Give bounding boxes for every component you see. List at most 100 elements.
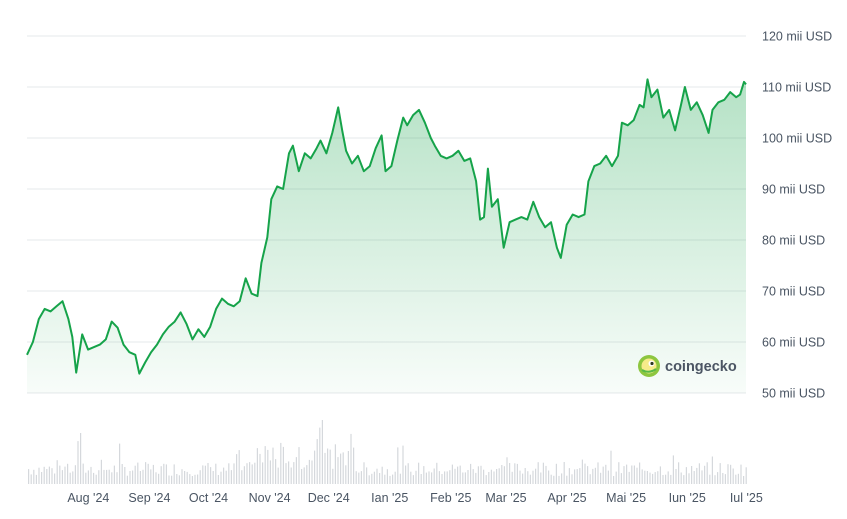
volume-bar xyxy=(106,469,108,484)
x-tick-label: Feb '25 xyxy=(430,491,471,505)
x-tick-label: Iun '25 xyxy=(669,491,706,505)
volume-bar xyxy=(368,475,370,484)
volume-bar xyxy=(607,470,609,484)
volume-bar xyxy=(259,453,261,484)
volume-bar xyxy=(483,469,485,484)
volume-bar xyxy=(207,463,209,484)
volume-bar xyxy=(366,467,368,484)
volume-bar xyxy=(418,462,420,484)
volume-bar xyxy=(662,475,664,484)
x-tick-label: Apr '25 xyxy=(547,491,586,505)
volume-bar xyxy=(147,463,149,484)
volume-bar xyxy=(441,474,443,484)
volume-bar xyxy=(111,472,113,484)
volume-bar xyxy=(173,464,175,484)
volume-bar xyxy=(384,474,386,484)
volume-bar xyxy=(522,473,524,484)
volume-bar xyxy=(243,466,245,484)
volume-bar xyxy=(334,444,336,484)
volume-bar xyxy=(126,475,128,484)
volume-bar xyxy=(574,469,576,484)
volume-bar xyxy=(41,472,43,484)
volume-bar xyxy=(743,476,745,484)
volume-bar xyxy=(168,475,170,484)
volume-bar xyxy=(272,447,274,484)
volume-bar xyxy=(451,464,453,484)
volume-bar xyxy=(576,469,578,484)
volume-bar xyxy=(69,472,71,484)
volume-bar xyxy=(74,465,76,484)
volume-bar xyxy=(212,471,214,484)
volume-bar xyxy=(665,474,667,484)
volume-bar xyxy=(425,472,427,484)
volume-bar xyxy=(740,464,742,484)
volume-bar xyxy=(85,472,87,484)
volume-bar xyxy=(587,466,589,484)
volume-bar xyxy=(678,462,680,484)
volume-bar xyxy=(373,471,375,484)
volume-bar xyxy=(178,475,180,484)
volume-bar xyxy=(516,463,518,484)
volume-bar xyxy=(477,466,479,484)
volume-bar xyxy=(381,466,383,484)
volume-bar xyxy=(472,469,474,484)
volume-bar xyxy=(264,446,266,484)
volume-bar xyxy=(667,471,669,484)
volume-bar xyxy=(509,463,511,484)
volume-bar xyxy=(467,470,469,484)
volume-bar xyxy=(277,467,279,484)
volume-bar xyxy=(137,462,139,484)
volume-bar xyxy=(449,470,451,484)
volume-bar xyxy=(54,473,56,484)
volume-bar xyxy=(415,470,417,484)
volume-bar xyxy=(402,445,404,484)
volume-bar xyxy=(251,464,253,484)
volume-bar xyxy=(620,473,622,484)
volume-bar xyxy=(480,465,482,484)
volume-bar xyxy=(225,470,227,484)
volume-bar xyxy=(371,473,373,484)
volume-bar xyxy=(267,449,269,484)
volume-bar xyxy=(600,472,602,484)
volume-bar xyxy=(626,464,628,484)
x-tick-label: Oct '24 xyxy=(189,491,228,505)
volume-bar xyxy=(535,468,537,484)
volume-bar xyxy=(160,466,162,484)
volume-bar xyxy=(254,462,256,484)
volume-bar xyxy=(399,473,401,484)
volume-bar xyxy=(646,471,648,484)
volume-bar xyxy=(527,471,529,484)
volume-bar xyxy=(43,466,45,484)
volume-bar xyxy=(194,474,196,484)
volume-bar xyxy=(719,463,721,484)
volume-bar xyxy=(184,471,186,484)
volume-bar xyxy=(345,465,347,484)
volume-bar xyxy=(228,463,230,484)
volume-bar xyxy=(537,462,539,484)
volume-bar xyxy=(633,465,635,484)
volume-bar xyxy=(493,471,495,484)
volume-bar xyxy=(446,471,448,484)
volume-bar xyxy=(548,470,550,484)
volume-bar xyxy=(732,468,734,484)
volume-bar xyxy=(714,475,716,484)
volume-bar xyxy=(353,447,355,484)
volume-bar xyxy=(568,468,570,484)
volume-bar xyxy=(217,475,219,484)
volume-bar xyxy=(454,468,456,484)
volume-bar xyxy=(683,475,685,484)
volume-bar xyxy=(433,468,435,484)
volume-bar xyxy=(639,462,641,484)
volume-bar xyxy=(701,470,703,484)
volume-bar xyxy=(35,474,37,484)
volume-bar xyxy=(103,469,105,484)
volume-bar xyxy=(542,462,544,484)
volume-bar xyxy=(236,454,238,484)
volume-bar xyxy=(51,468,53,484)
volume-bar xyxy=(519,470,521,484)
volume-bar xyxy=(628,471,630,484)
volume-bar xyxy=(332,468,334,484)
volume-bar xyxy=(316,439,318,484)
volume-bar xyxy=(464,472,466,484)
y-tick-label: 50 mii USD xyxy=(762,387,825,401)
